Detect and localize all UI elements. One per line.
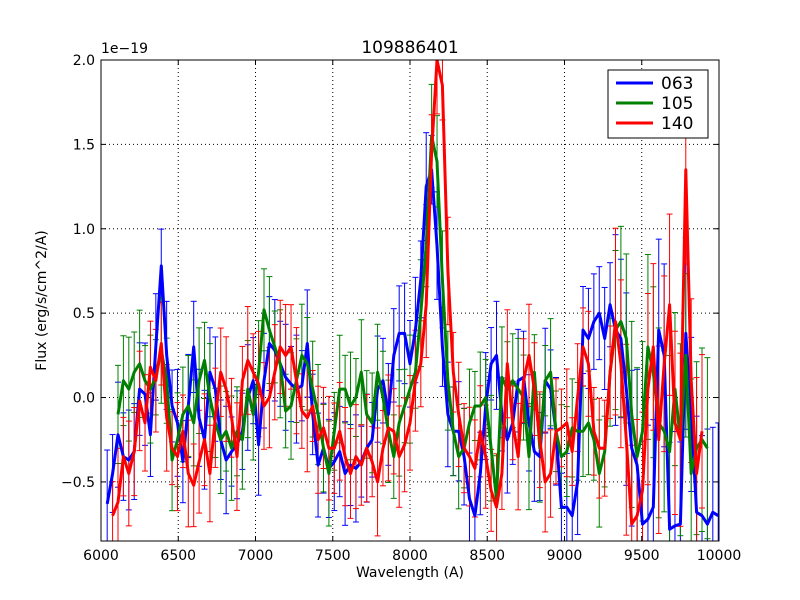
axis-ticks (100, 59, 720, 541)
y-axis-offset-label: 1e−19 (101, 41, 148, 57)
legend-label: 105 (661, 94, 693, 114)
y-tick-label: 2.0 (73, 53, 95, 69)
legend-label: 063 (661, 74, 693, 94)
x-tick-label: 6000 (83, 548, 119, 564)
x-tick-label: 7500 (315, 548, 351, 564)
y-tick-labels: −0.5 0.0 0.5 1.0 1.5 2.0 (61, 53, 95, 491)
series-line-140 (111, 60, 704, 526)
grid (101, 60, 719, 541)
y-tick-label: 1.5 (73, 137, 95, 153)
y-tick-label: 0.0 (73, 391, 95, 407)
x-tick-labels: 6000 6500 7000 7500 8000 8500 9000 9500 10000 (83, 548, 741, 564)
series-lines (105, 60, 719, 531)
x-axis-label: Wavelength (A) (356, 565, 464, 581)
x-tick-label: 6500 (160, 548, 196, 564)
x-tick-label: 8500 (469, 548, 505, 564)
x-tick-label: 9000 (547, 548, 583, 564)
x-tick-label: 10000 (697, 548, 742, 564)
y-axis-label: Flux (erg/s/cm^2/A) (34, 230, 50, 370)
y-tick-label: 1.0 (73, 222, 95, 238)
x-tick-label: 9500 (624, 548, 660, 564)
x-tick-label: 8000 (392, 548, 428, 564)
y-tick-label: −0.5 (61, 475, 95, 491)
y-tick-label: 0.5 (73, 306, 95, 322)
x-tick-label: 7000 (238, 548, 274, 564)
legend-label: 140 (661, 114, 693, 134)
chart-title: 109886401 (361, 38, 458, 58)
